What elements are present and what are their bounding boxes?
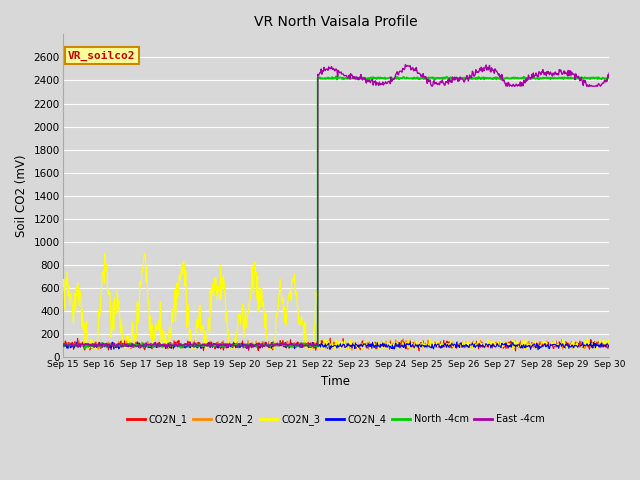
- Title: VR North Vaisala Profile: VR North Vaisala Profile: [254, 15, 418, 29]
- X-axis label: Time: Time: [321, 374, 351, 387]
- Text: VR_soilco2: VR_soilco2: [68, 50, 136, 61]
- Legend: CO2N_1, CO2N_2, CO2N_3, CO2N_4, North -4cm, East -4cm: CO2N_1, CO2N_2, CO2N_3, CO2N_4, North -4…: [124, 410, 548, 429]
- Y-axis label: Soil CO2 (mV): Soil CO2 (mV): [15, 155, 28, 237]
